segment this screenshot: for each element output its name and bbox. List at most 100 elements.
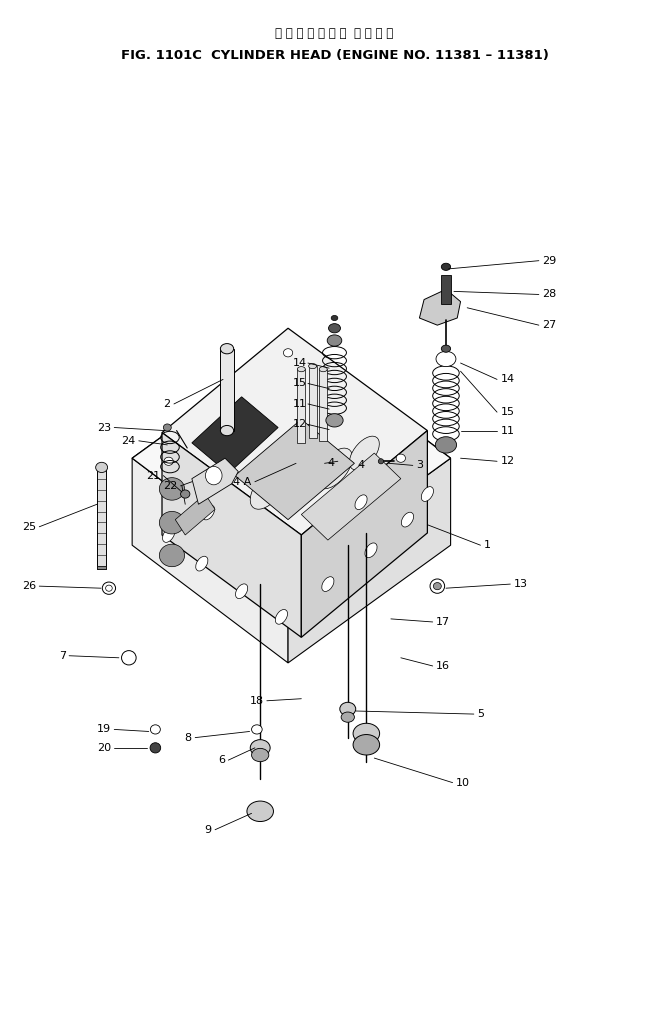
Ellipse shape: [353, 723, 379, 744]
Ellipse shape: [150, 743, 161, 753]
Text: 10: 10: [456, 778, 470, 787]
Ellipse shape: [341, 712, 355, 722]
Bar: [97, 468, 106, 569]
Ellipse shape: [442, 345, 451, 352]
Ellipse shape: [181, 490, 190, 498]
Ellipse shape: [252, 748, 269, 761]
Ellipse shape: [326, 414, 343, 427]
Text: 28: 28: [542, 289, 557, 299]
Polygon shape: [132, 341, 451, 576]
Bar: [297, 369, 305, 442]
Polygon shape: [419, 289, 460, 325]
Ellipse shape: [96, 462, 108, 472]
Ellipse shape: [235, 583, 248, 599]
Text: 8: 8: [185, 733, 192, 743]
Ellipse shape: [340, 703, 356, 715]
Ellipse shape: [353, 735, 379, 755]
Ellipse shape: [250, 740, 270, 756]
Polygon shape: [162, 432, 301, 637]
Ellipse shape: [401, 512, 413, 527]
Text: 4: 4: [358, 460, 365, 470]
Text: FIG. 1101C  CYLINDER HEAD (ENGINE NO. 11381 – 11381): FIG. 1101C CYLINDER HEAD (ENGINE NO. 113…: [120, 49, 549, 63]
Text: 20: 20: [97, 743, 111, 753]
Bar: [97, 566, 106, 569]
Ellipse shape: [327, 334, 342, 346]
Ellipse shape: [250, 468, 286, 509]
Text: 2: 2: [163, 399, 171, 409]
Text: 19: 19: [97, 724, 111, 735]
Ellipse shape: [434, 582, 442, 590]
Text: 29: 29: [542, 255, 557, 265]
Bar: [441, 275, 452, 304]
Bar: [220, 349, 233, 430]
Text: 17: 17: [436, 617, 450, 627]
Text: 16: 16: [436, 661, 450, 671]
Ellipse shape: [316, 449, 353, 489]
Polygon shape: [235, 420, 355, 520]
Ellipse shape: [308, 363, 316, 368]
Ellipse shape: [220, 425, 233, 435]
Ellipse shape: [196, 557, 208, 571]
Text: 11: 11: [500, 426, 514, 435]
Ellipse shape: [396, 454, 405, 462]
Text: 27: 27: [542, 320, 557, 330]
Text: 24: 24: [121, 436, 135, 446]
Ellipse shape: [106, 586, 112, 592]
Ellipse shape: [151, 724, 161, 734]
Ellipse shape: [365, 543, 377, 558]
Text: 15: 15: [292, 379, 306, 389]
Bar: [308, 366, 316, 437]
Ellipse shape: [430, 579, 445, 594]
Text: 11: 11: [292, 399, 306, 409]
Ellipse shape: [436, 351, 456, 366]
Text: 3: 3: [416, 460, 423, 470]
Text: 26: 26: [22, 581, 36, 591]
Ellipse shape: [164, 457, 173, 465]
Ellipse shape: [378, 459, 383, 464]
Ellipse shape: [322, 576, 334, 592]
Text: 4 A: 4 A: [233, 476, 252, 487]
Ellipse shape: [349, 436, 379, 470]
Bar: [319, 369, 327, 440]
Text: 4: 4: [328, 458, 335, 468]
Text: 12: 12: [292, 420, 306, 429]
Ellipse shape: [202, 505, 215, 520]
Text: 18: 18: [250, 696, 264, 706]
Ellipse shape: [205, 466, 222, 485]
Ellipse shape: [297, 366, 305, 371]
Text: シ リ ン ダ ヘ ッ ド  適 用 号 機: シ リ ン ダ ヘ ッ ド 適 用 号 機: [276, 27, 393, 40]
Ellipse shape: [284, 349, 293, 357]
Text: 21: 21: [146, 470, 160, 481]
Text: 25: 25: [22, 522, 36, 532]
Ellipse shape: [442, 263, 451, 271]
Text: 22: 22: [163, 481, 177, 491]
Text: 14: 14: [500, 375, 514, 385]
Ellipse shape: [247, 801, 274, 821]
Text: 23: 23: [97, 423, 111, 432]
Polygon shape: [301, 453, 401, 540]
Text: 15: 15: [500, 407, 514, 417]
Ellipse shape: [319, 366, 327, 371]
Polygon shape: [175, 494, 215, 535]
Polygon shape: [192, 397, 278, 473]
Ellipse shape: [159, 544, 185, 567]
Ellipse shape: [102, 582, 116, 595]
Ellipse shape: [163, 424, 171, 431]
Ellipse shape: [122, 650, 136, 665]
Ellipse shape: [355, 495, 367, 509]
Ellipse shape: [286, 452, 316, 486]
Ellipse shape: [328, 324, 341, 332]
Text: 6: 6: [218, 755, 225, 766]
Polygon shape: [301, 430, 427, 637]
Ellipse shape: [163, 528, 175, 542]
Ellipse shape: [159, 511, 185, 534]
Text: 13: 13: [514, 579, 528, 589]
Polygon shape: [132, 458, 288, 663]
Ellipse shape: [276, 609, 288, 625]
Ellipse shape: [331, 316, 338, 321]
Ellipse shape: [421, 487, 434, 501]
Text: 1: 1: [484, 540, 491, 551]
Text: 7: 7: [59, 650, 66, 661]
Text: 5: 5: [477, 709, 484, 719]
Ellipse shape: [159, 477, 185, 500]
